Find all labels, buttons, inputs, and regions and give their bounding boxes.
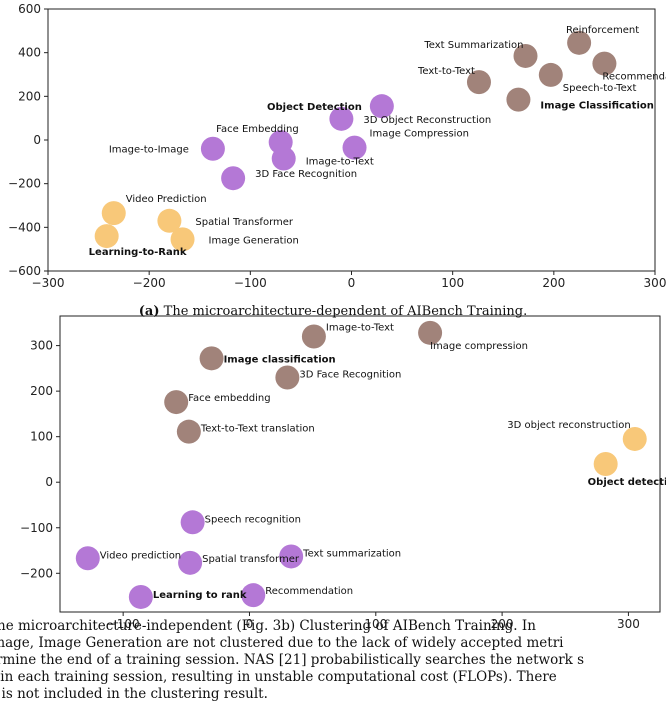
- point-label: Speech-to-Text: [563, 83, 637, 94]
- point-label: Learning to rank: [153, 590, 247, 601]
- data-point: [275, 365, 300, 390]
- y-tick-label: 200: [30, 384, 53, 398]
- data-point: [157, 208, 182, 233]
- point-label: Face Embedding: [216, 124, 299, 135]
- point-label: Image Classification: [540, 101, 653, 112]
- point-label: Image-to-Text: [326, 322, 394, 333]
- data-point: [538, 62, 563, 87]
- data-point: [279, 544, 304, 569]
- point-label: Speech recognition: [205, 514, 301, 525]
- point-label: Image Generation: [209, 235, 299, 246]
- data-point: [241, 583, 266, 608]
- y-tick-label: −100: [20, 521, 53, 535]
- x-tick-label: −100: [107, 617, 140, 631]
- y-tick-label: −400: [8, 220, 41, 234]
- data-point: [342, 135, 367, 160]
- data-point: [178, 550, 203, 575]
- point-label: Spatial Transformer: [195, 217, 294, 228]
- point-label: Video Prediction: [126, 194, 207, 205]
- point-label: Video prediction: [100, 550, 181, 561]
- data-point: [506, 87, 531, 112]
- data-point: [170, 227, 195, 252]
- data-point: [271, 146, 296, 171]
- data-point: [369, 94, 394, 119]
- y-tick-label: 100: [30, 430, 53, 444]
- data-point: [199, 346, 224, 371]
- body-line-1: The microarchitecture-independent (Fig. …: [0, 618, 536, 634]
- data-point: [180, 510, 205, 535]
- data-point: [329, 106, 354, 131]
- y-tick-label: 400: [18, 46, 41, 60]
- point-label: Spatial transformer: [202, 554, 300, 565]
- x-tick-label: 200: [491, 617, 514, 631]
- point-label: 3D Face Recognition: [299, 369, 401, 380]
- x-tick-label: −100: [234, 276, 267, 290]
- x-tick-label: 300: [617, 617, 640, 631]
- data-point: [567, 30, 592, 55]
- data-point: [128, 584, 153, 609]
- body-line-5: S is not included in the clustering resu…: [0, 686, 268, 702]
- point-label: Recommendation: [602, 72, 666, 83]
- caption-tag: (a): [138, 304, 160, 319]
- data-point: [593, 452, 618, 476]
- data-point: [176, 419, 201, 444]
- data-point: [301, 324, 326, 349]
- y-tick-label: 200: [18, 89, 41, 103]
- plot-frame: [59, 315, 661, 613]
- point-label: Image Compression: [370, 129, 469, 140]
- point-label: Face embedding: [188, 393, 270, 404]
- body-line-2: image, Image Generation are not clustere…: [0, 635, 564, 651]
- body-line-4: e in each training session, resulting in…: [0, 669, 557, 685]
- x-tick-label: 200: [542, 276, 565, 290]
- point-label: Object Detection: [267, 102, 362, 113]
- y-tick-label: 0: [33, 133, 41, 147]
- figure-caption-a: (a) The microarchitecture-dependent of A…: [0, 304, 666, 319]
- scatter-chart-microarchitecture-independent: −100 0 100 200 300 −200 −100 0 100 200 300 Image co…: [20, 315, 666, 631]
- data-point: [75, 546, 100, 571]
- point-label: Reinforcement: [566, 25, 639, 36]
- scatter-chart-microarchitecture-dependent: −300 −200 −100 0 100 200 300 −600 −400 −200 0 200 40…: [8, 2, 666, 290]
- x-tick-label: 0: [348, 276, 356, 290]
- y-tick-label: −200: [20, 566, 53, 580]
- data-point: [221, 166, 246, 191]
- y-tick-label: 300: [30, 339, 53, 353]
- data-point: [466, 70, 491, 95]
- x-tick-label: 100: [364, 617, 387, 631]
- point-label: Text-to-Text: [417, 66, 475, 77]
- body-line-3: ermine the end of a training session. NA…: [0, 652, 585, 668]
- data-point: [101, 201, 126, 226]
- x-tick-label: 300: [644, 276, 666, 290]
- data-point: [592, 51, 617, 76]
- x-tick-label: −300: [32, 276, 65, 290]
- data-point: [513, 43, 538, 68]
- point-label: Image-to-Image: [109, 145, 189, 156]
- y-tick-label: −600: [8, 264, 41, 278]
- body-paragraph: The microarchitecture-independent (Fig. …: [0, 618, 666, 703]
- data-point: [200, 136, 225, 161]
- x-tick-label: 100: [441, 276, 464, 290]
- point-label: 3D Object Reconstruction: [363, 115, 491, 126]
- point-label: Learning-to-Rank: [89, 247, 187, 258]
- point-label: Object detection: [588, 477, 666, 488]
- point-label: Image classification: [224, 354, 336, 365]
- data-point: [94, 224, 119, 249]
- y-tick-label: −200: [8, 177, 41, 191]
- point-label: 3D Face Recognition: [255, 169, 357, 180]
- point-label: Image compression: [430, 341, 528, 352]
- point-label: Text-to-Text translation: [200, 424, 315, 435]
- data-point: [164, 390, 189, 415]
- x-tick-label: 0: [246, 617, 254, 631]
- point-label: Recommendation: [265, 586, 353, 597]
- data-point: [622, 426, 647, 451]
- y-tick-label: 600: [18, 2, 41, 16]
- y-tick-label: 0: [45, 475, 53, 489]
- point-label: Text summarization: [302, 548, 401, 559]
- caption-text: The microarchitecture-dependent of AIBen…: [163, 304, 528, 319]
- point-label: Text Summarization: [423, 40, 523, 51]
- x-tick-label: −200: [133, 276, 166, 290]
- point-label: Image-to-Text: [306, 157, 374, 168]
- data-point: [418, 320, 443, 345]
- point-label: 3D object reconstruction: [507, 420, 630, 431]
